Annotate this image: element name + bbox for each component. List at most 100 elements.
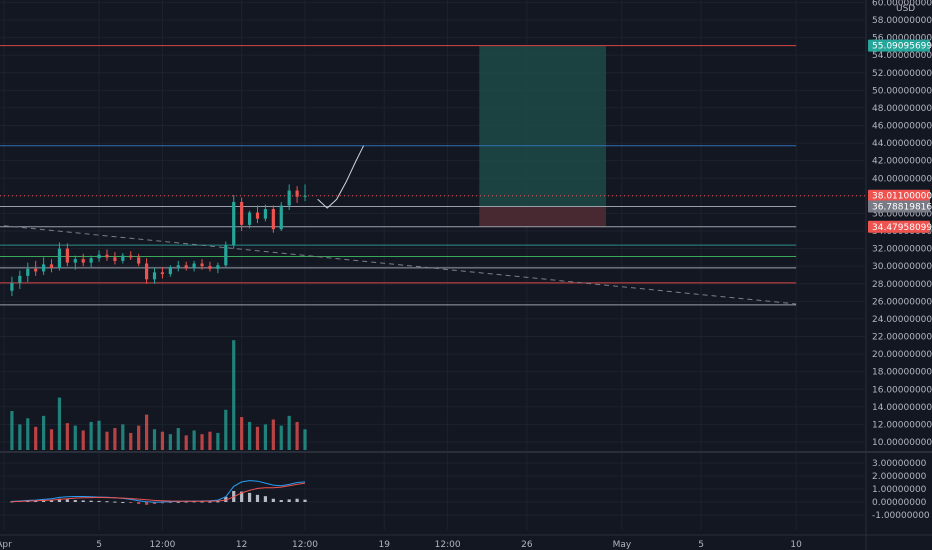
price-tick-label: 54.00000000: [872, 51, 932, 61]
currency-label: USD: [896, 4, 915, 14]
candle-body: [279, 205, 283, 230]
price-axis[interactable]: 60.00000000 58.00000000 56.00000000 54.0000…: [868, 0, 932, 448]
oscillator-histogram-bar: [279, 500, 283, 502]
candle-body: [176, 265, 180, 268]
volume-bar: [65, 423, 69, 450]
candle-body: [73, 259, 77, 263]
oscillator-histogram-bar: [192, 501, 196, 503]
candle-body: [10, 282, 14, 291]
price-tick-label: 22.00000000: [872, 333, 932, 343]
volume-bar: [216, 432, 220, 450]
price-tag-label: 36.78819816: [872, 202, 932, 212]
oscillator-histogram-bar: [65, 499, 69, 502]
price-tick-label: 24.00000000: [872, 315, 932, 325]
price-tag-label: 55.09095699: [872, 42, 932, 52]
oscillator-tick-label: 1.00000000: [872, 485, 927, 495]
volume-bar: [137, 425, 141, 450]
oscillator-histogram-bar: [295, 498, 299, 502]
volume-bar: [97, 420, 101, 450]
take-profit-zone: [479, 45, 607, 207]
price-tag-mid: [868, 200, 930, 213]
projection-path: [317, 145, 365, 209]
oscillator-histogram-bar: [263, 496, 268, 502]
oscillator-histogram-bar: [34, 500, 38, 502]
oscillator-signal-line: [11, 480, 306, 503]
time-tick-label: Apr: [0, 540, 12, 550]
candle-body: [224, 245, 228, 266]
price-tick-label: 20.00000000: [872, 350, 932, 360]
price-tag-last: [868, 189, 930, 202]
volume-pane: [10, 340, 307, 450]
time-tick-label: 5: [96, 540, 102, 550]
candle-body: [295, 190, 299, 197]
price-pane[interactable]: [0, 45, 865, 306]
oscillator-tick-label: -1.00000000: [872, 511, 930, 521]
price-tick-label: 26.00000000: [872, 297, 932, 307]
oscillator-pane[interactable]: [10, 480, 307, 505]
oscillator-histogram-bar: [224, 496, 228, 502]
oscillator-histogram-bar: [97, 500, 101, 502]
price-tag-tp: [868, 39, 930, 52]
price-tick-label: 56.00000000: [872, 34, 932, 44]
candle-body: [42, 264, 46, 272]
oscillator-histogram-bar: [49, 499, 54, 502]
oscillator-histogram-bar: [176, 501, 180, 503]
oscillator-histogram-bar: [144, 502, 149, 505]
volume-bar: [303, 429, 307, 450]
oscillator-histogram-bar: [287, 499, 291, 502]
oscillator-macd-line: [11, 482, 306, 503]
oscillator-tick-label: 3.00000000: [872, 459, 927, 469]
volume-bar: [176, 428, 180, 450]
volume-bar: [57, 397, 62, 450]
oscillator-histogram-bar: [81, 500, 85, 502]
price-tag-sl: [868, 220, 930, 233]
volume-bar: [295, 421, 299, 450]
candle-body: [113, 257, 117, 261]
volume-bar: [73, 425, 77, 450]
candle-body: [57, 248, 62, 268]
oscillator-histogram-bar: [271, 498, 275, 502]
price-tick-label: 44.00000000: [872, 139, 932, 149]
candle-body: [192, 263, 196, 268]
price-tick-label: 48.00000000: [872, 104, 932, 114]
candle-body: [34, 268, 38, 272]
price-tick-label: 60.00000000: [872, 0, 932, 8]
time-axis[interactable]: Apr 5 12:00 12 12:00 19 12:00 26 May 5 10: [0, 540, 802, 550]
volume-bar: [10, 410, 14, 450]
oscillator-histogram-bar: [208, 501, 212, 503]
time-tick-label: May: [613, 540, 632, 550]
oscillator-axis[interactable]: 3.00000000 2.00000000 1.00000000 0.00000000…: [872, 459, 930, 521]
time-tick-label: 12:00: [292, 540, 318, 550]
price-tick-label: 16.00000000: [872, 385, 932, 395]
candle-body: [81, 259, 85, 263]
price-tick-label: 36.00000000: [872, 209, 932, 219]
candle-body: [160, 272, 165, 275]
volume-bar: [81, 430, 85, 450]
price-tick-label: 30.00000000: [872, 262, 932, 272]
time-tick-label: 12:00: [149, 540, 175, 550]
volume-bar: [271, 419, 275, 450]
oscillator-histogram-bar: [57, 498, 62, 502]
price-tick-label: 58.00000000: [872, 16, 932, 26]
oscillator-histogram-bar: [160, 502, 165, 504]
volume-bar: [121, 424, 125, 450]
candle-body: [168, 267, 172, 275]
price-tag-label: 34.47958099: [872, 223, 932, 233]
candle-body: [26, 268, 30, 276]
volume-bar: [224, 409, 228, 450]
candle-body: [129, 255, 133, 258]
oscillator-histogram-bar: [200, 501, 204, 503]
volume-bar: [192, 430, 196, 450]
oscillator-histogram-bar: [121, 502, 125, 503]
candle-body: [65, 248, 69, 263]
oscillator-histogram-bar: [105, 501, 109, 503]
volume-bar: [208, 431, 212, 450]
candle-body: [303, 195, 307, 197]
oscillator-histogram-bar: [255, 494, 260, 502]
time-tick-label: 5: [698, 540, 704, 550]
price-tick-label: 14.00000000: [872, 403, 932, 413]
candle-body: [137, 257, 141, 264]
